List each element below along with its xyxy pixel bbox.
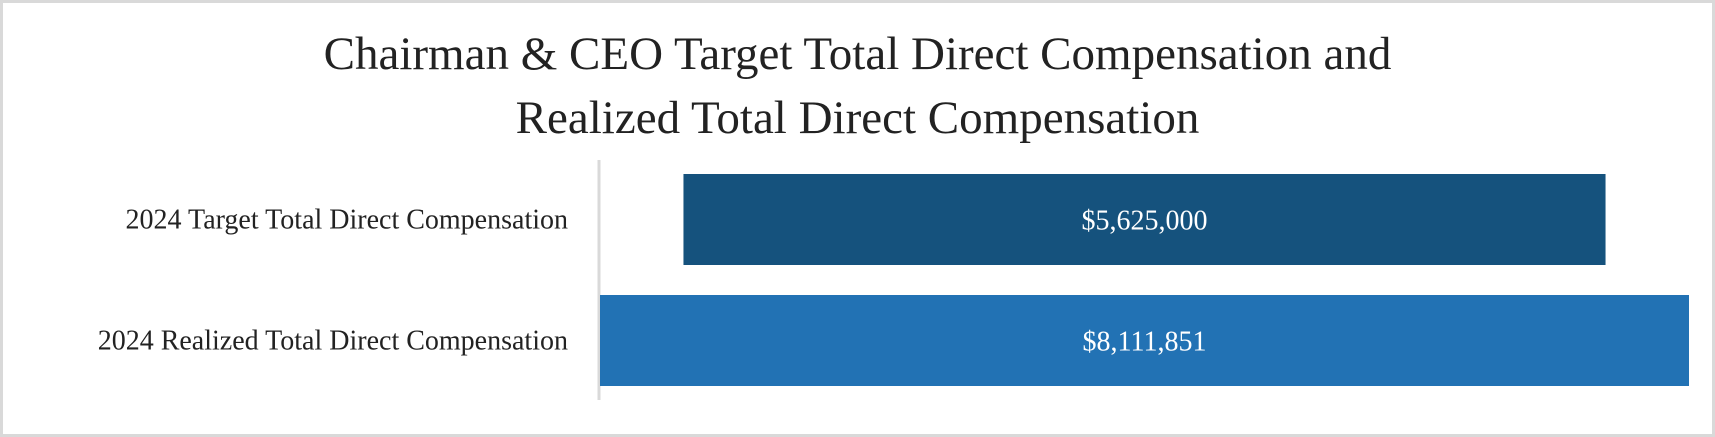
bar-1 (683, 174, 1606, 265)
category-label-1: 2024 Target Total Direct Compensation (126, 205, 568, 236)
data-label-1: $5,625,000 (1082, 206, 1208, 237)
data-label-2: $8,111,851 (1083, 327, 1207, 358)
chart-title: Chairman & CEO Target Total Direct Compe… (0, 22, 1715, 150)
category-label-2: 2024 Realized Total Direct Compensation (98, 326, 568, 357)
bar-2 (600, 295, 1689, 386)
chart-title-line-1: Chairman & CEO Target Total Direct Compe… (323, 28, 1392, 80)
chart-title-line-2: Realized Total Direct Compensation (515, 92, 1200, 144)
